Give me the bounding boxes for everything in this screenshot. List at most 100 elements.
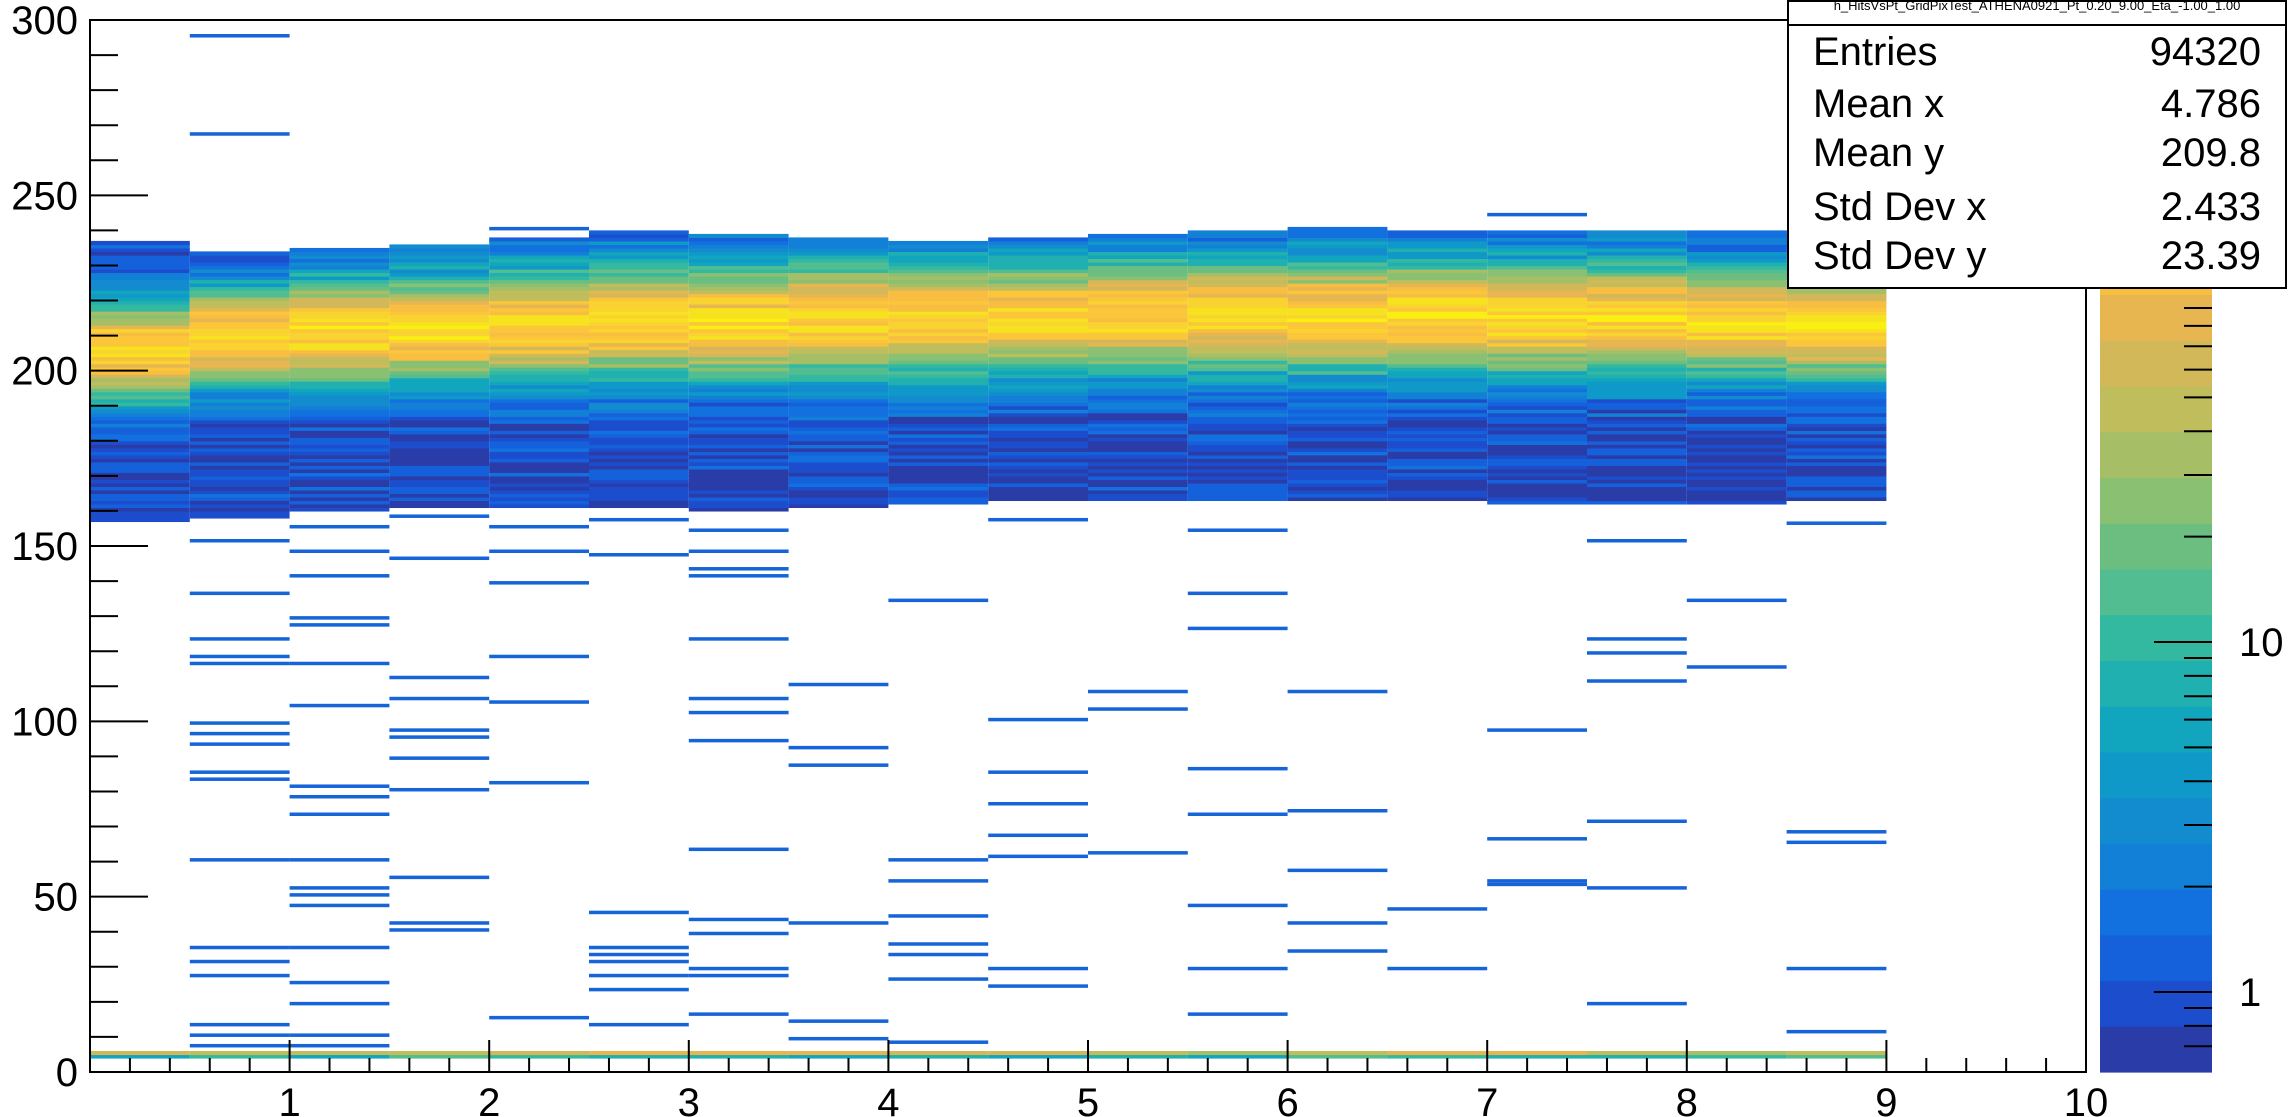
heatmap-cell (1686, 233, 1787, 239)
heatmap-cell (1587, 360, 1687, 365)
heatmap-cell (489, 1054, 589, 1059)
heatmap-cell (1287, 377, 1388, 382)
heatmap-cell (289, 1050, 390, 1056)
heatmap-cell (1287, 353, 1388, 358)
heatmap-cell (888, 318, 989, 323)
heatmap-cell (189, 391, 290, 396)
sparse-hit (1587, 886, 1687, 890)
heatmap-cell (1487, 346, 1587, 351)
sparse-hit (988, 801, 1088, 806)
heatmap-cell (688, 237, 789, 242)
sparse-hit (1387, 907, 1488, 911)
heatmap-cell (389, 290, 490, 295)
heatmap-cell (788, 321, 889, 326)
heatmap-cell (489, 335, 589, 340)
heatmap-cell (489, 325, 589, 330)
heatmap-cell (1487, 261, 1587, 267)
heatmap-cell (389, 293, 490, 298)
heatmap-cell (1088, 377, 1188, 382)
palette-swatch (2100, 751, 2212, 799)
heatmap-cell (189, 293, 290, 298)
heatmap-cell (389, 475, 490, 480)
heatmap-cell (289, 325, 390, 330)
heatmap-cell (788, 503, 889, 509)
heatmap-cell (1786, 307, 1887, 312)
heatmap-cell (1187, 328, 1288, 333)
heatmap-cell (1088, 265, 1188, 270)
heatmap-cell (1487, 384, 1587, 389)
sparse-hit (1686, 665, 1787, 669)
heatmap-cell (489, 318, 589, 323)
heatmap-cell (289, 444, 390, 449)
x-tick-label: 7 (1476, 1081, 1498, 1117)
heatmap-cell (289, 482, 390, 487)
heatmap-cell (688, 265, 789, 270)
heatmap-cell (289, 465, 390, 470)
heatmap-cell (988, 240, 1088, 246)
heatmap-cell (1187, 367, 1288, 372)
heatmap-cell (1487, 405, 1587, 410)
heatmap-cell (1487, 423, 1587, 428)
sparse-hit (189, 973, 290, 978)
heatmap-cell (1387, 321, 1488, 326)
heatmap-cell (489, 275, 589, 281)
heatmap-cell (1088, 321, 1188, 326)
heatmap-cell (1187, 314, 1288, 319)
heatmap-cell (90, 489, 190, 494)
heatmap-cell (688, 258, 789, 263)
heatmap-cell (788, 346, 889, 351)
heatmap-cell (1487, 444, 1587, 449)
heatmap-cell (1686, 468, 1787, 473)
heatmap-cell (1187, 275, 1288, 281)
heatmap-cell (1287, 318, 1388, 323)
heatmap-cell (1088, 465, 1188, 470)
heatmap-cell (1387, 440, 1488, 445)
heatmap-cell (1387, 367, 1488, 372)
heatmap-cell (1387, 244, 1488, 249)
heatmap-cell (1088, 332, 1188, 337)
heatmap-cell (1387, 430, 1488, 435)
heatmap-cell (888, 321, 989, 326)
heatmap-cell (589, 444, 689, 449)
stats-value: 2.433 (2160, 185, 2261, 229)
heatmap-cell (1487, 458, 1587, 463)
heatmap-cell (888, 451, 989, 456)
heatmap-cell (688, 251, 789, 256)
heatmap-cell (589, 384, 689, 389)
heatmap-cell (988, 356, 1088, 361)
heatmap-cell (489, 311, 589, 316)
heatmap-cell (589, 440, 689, 445)
heatmap-cell (988, 261, 1088, 267)
heatmap-cell (189, 321, 290, 326)
heatmap-cell (1587, 254, 1687, 260)
heatmap-cell (788, 419, 889, 424)
heatmap-cell (1686, 335, 1787, 340)
heatmap-cell (1686, 321, 1787, 326)
heatmap-cell (988, 437, 1088, 442)
heatmap-cell (1686, 370, 1787, 375)
heatmap-cell (489, 416, 589, 421)
heatmap-cell (1587, 370, 1687, 375)
heatmap-cell (90, 388, 190, 393)
heatmap-cell (389, 486, 490, 491)
heatmap-cell (1387, 409, 1488, 414)
palette-swatch (2100, 477, 2212, 524)
heatmap-cell (1686, 258, 1787, 263)
heatmap-cell (888, 283, 989, 288)
heatmap-cell (1587, 339, 1687, 344)
heatmap-cell (1387, 304, 1488, 309)
heatmap-cell (1387, 465, 1488, 470)
heatmap-cell (1088, 402, 1188, 407)
stats-label: Std Dev y (1813, 234, 1987, 278)
heatmap-cell (489, 342, 589, 347)
heatmap-cell (988, 332, 1088, 337)
heatmap-cell (1587, 283, 1687, 288)
heatmap-cell (1686, 244, 1787, 249)
heatmap-cell (688, 454, 789, 459)
heatmap-cell (1587, 461, 1687, 466)
heatmap-cell (1487, 268, 1587, 274)
heatmap-cell (1686, 430, 1787, 435)
stats-row-std-dev-x: Std Dev x 2.433 (1789, 185, 2285, 233)
heatmap-cell (489, 377, 589, 382)
heatmap-cell (888, 265, 989, 270)
